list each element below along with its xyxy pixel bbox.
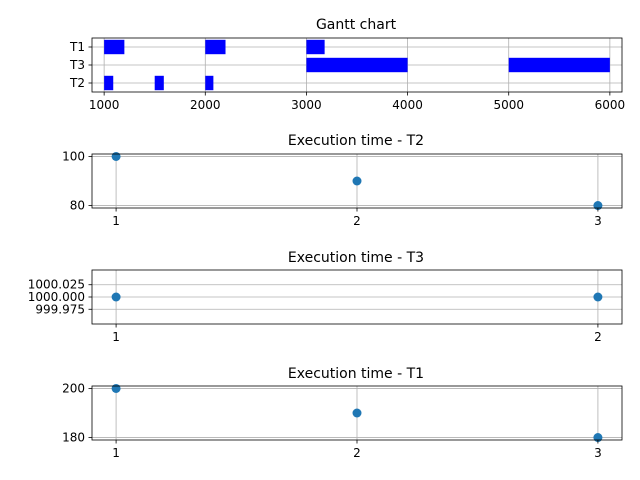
gantt-bar-t1 <box>205 39 226 55</box>
x-tick-label: 1 <box>112 446 120 460</box>
scatter-point <box>111 292 121 302</box>
t2-title: Execution time - T2 <box>288 133 424 149</box>
x-tick-label: 2 <box>353 214 361 228</box>
x-tick-label: 5000 <box>493 98 524 112</box>
x-tick-label: 6000 <box>595 98 626 112</box>
y-tick-label: T2 <box>69 76 85 90</box>
y-tick-label: 80 <box>70 199 85 213</box>
t3-title: Execution time - T3 <box>288 250 424 266</box>
gantt-bar-t2 <box>154 75 164 91</box>
scatter-point <box>352 176 362 186</box>
gantt-bar-t2 <box>205 75 214 91</box>
scatter-point <box>111 151 121 161</box>
x-tick-label: 3000 <box>291 98 322 112</box>
gantt-title: Gantt chart <box>316 17 397 33</box>
x-tick-label: 2 <box>594 330 602 344</box>
scatter-point <box>593 292 603 302</box>
x-tick-label: 2000 <box>190 98 221 112</box>
x-tick-label: 4000 <box>392 98 423 112</box>
x-tick-label: 1 <box>112 330 120 344</box>
y-tick-label: 1000.000 <box>28 290 85 304</box>
y-tick-label: 180 <box>62 431 85 445</box>
x-tick-label: 1000 <box>89 98 120 112</box>
execution-time-t1-chart: Execution time - T1 1 2 3 180 200 <box>62 366 623 460</box>
scatter-point <box>352 408 362 418</box>
scatter-point <box>111 383 121 393</box>
execution-time-t3-chart: Execution time - T3 1 2 999.9751000.00010… <box>28 250 623 344</box>
gantt-bar-t3 <box>306 57 408 73</box>
y-tick-label: 1000.025 <box>28 278 85 292</box>
y-tick-label: T3 <box>69 58 85 72</box>
execution-time-t2-chart: Execution time - T2 1 2 3 80 100 <box>62 133 623 228</box>
gantt-bar-t1 <box>306 39 325 55</box>
y-tick-label: 999.975 <box>35 302 85 316</box>
gantt-bar-t3 <box>508 57 610 73</box>
gantt-bar-t2 <box>104 75 114 91</box>
y-tick-label: 200 <box>62 381 85 395</box>
t1-title: Execution time - T1 <box>288 366 424 382</box>
gantt-bar-t1 <box>104 39 125 55</box>
x-tick-label: 1 <box>112 214 120 228</box>
gantt-chart: Gantt chart 1000 2000 3000 4000 5000 6000 T1 T… <box>69 17 625 112</box>
x-tick-label: 2 <box>353 446 361 460</box>
y-tick-label: 100 <box>62 149 85 163</box>
y-tick-label: T1 <box>69 40 85 54</box>
x-tick-label: 3 <box>594 214 602 228</box>
x-tick-label: 3 <box>594 446 602 460</box>
